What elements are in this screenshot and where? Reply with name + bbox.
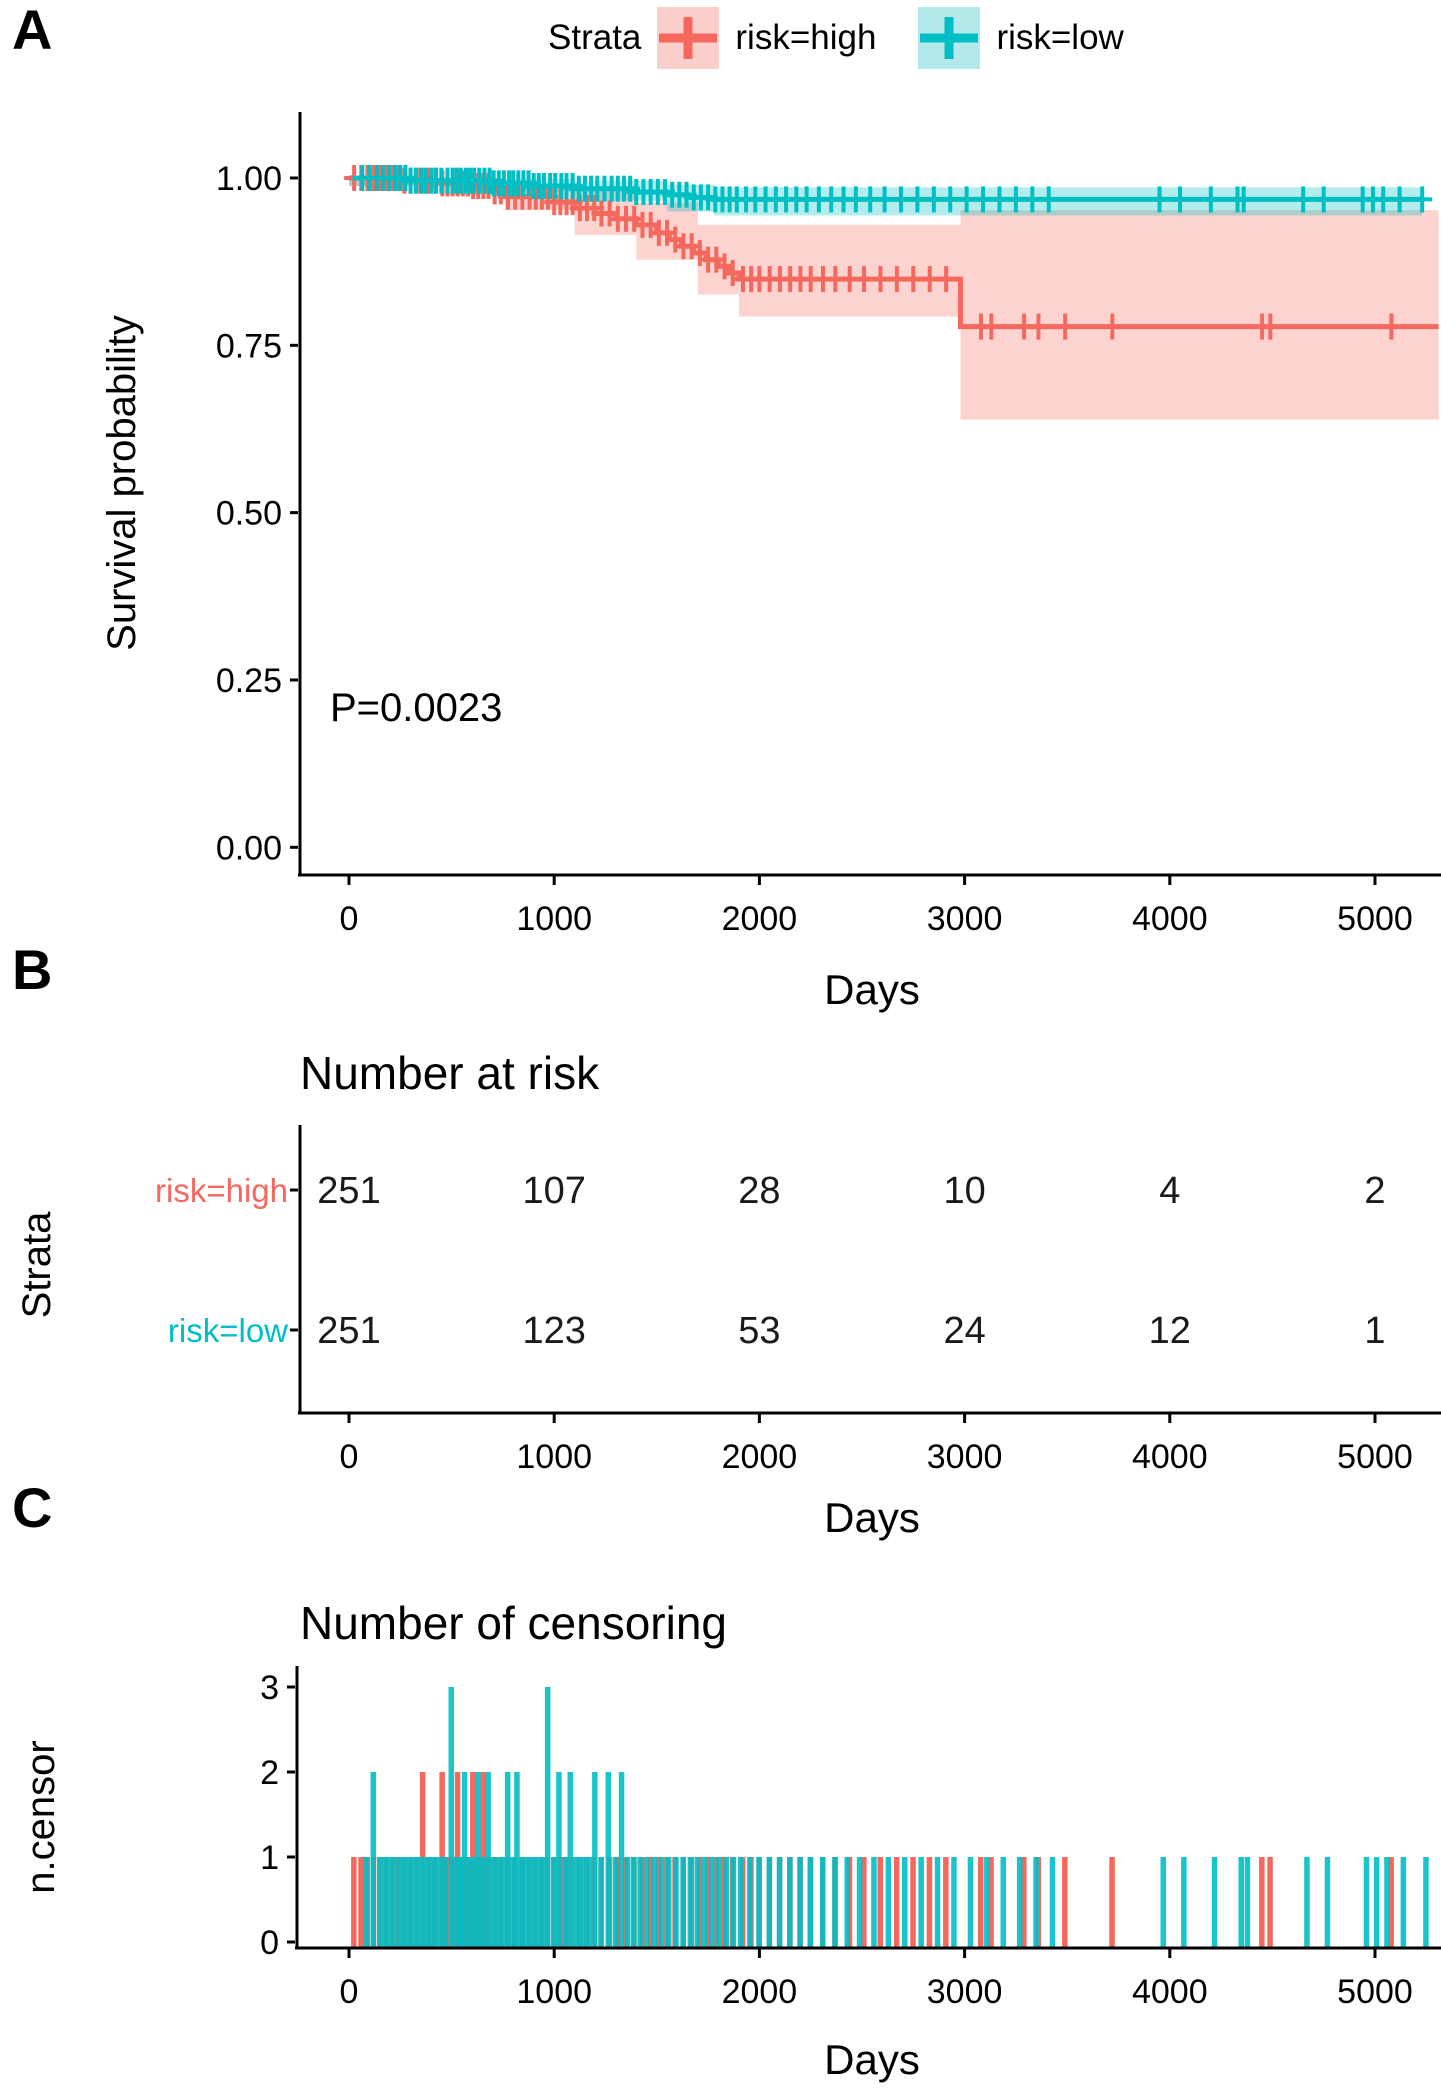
risk-table-value: 12 (1149, 1310, 1191, 1352)
censor-marks-low (352, 165, 1433, 213)
risk-table-value: 107 (522, 1170, 585, 1212)
risk-table-value: 4 (1159, 1170, 1180, 1212)
x-tick-label-b: 1000 (516, 1438, 592, 1476)
risk-table-row-label: risk=high (155, 1172, 288, 1209)
x-tick-label-c: 4000 (1132, 1973, 1208, 2011)
x-axis-label-days-b: Days (824, 1494, 920, 1541)
y-tick-label-c: 2 (260, 1754, 279, 1792)
risk-table-row-label: risk=low (168, 1312, 288, 1349)
legend-label-risk-high: risk=high (735, 18, 877, 57)
risk-high-key (657, 7, 720, 69)
risk-table-title: Number at risk (300, 1047, 600, 1099)
y-tick-label-a: 0.50 (216, 495, 282, 533)
x-tick-label-a: 5000 (1337, 900, 1413, 938)
censor-bars-low (363, 1687, 1429, 1947)
x-axis-label-days-c: Days (824, 2036, 920, 2083)
censor-plus-icon (659, 17, 718, 59)
x-tick-label-b: 5000 (1337, 1438, 1413, 1476)
risk-table-value: 53 (738, 1310, 780, 1352)
y-tick-label-c: 3 (260, 1669, 279, 1707)
x-axis-label-days-a: Days (824, 966, 920, 1013)
legend-title: Strata (548, 18, 642, 57)
panel-c-axes: 0 1 2 3 0 1000 2000 3000 4000 5000 (260, 1666, 1441, 2011)
risk-table-value: 251 (317, 1310, 380, 1352)
y-tick-label-c: 0 (260, 1924, 279, 1962)
y-axis-label-strata: Strata (15, 1211, 59, 1319)
y-axis-label-ncensor: n.censor (19, 1740, 63, 1894)
risk-table-value: 24 (943, 1310, 985, 1352)
risk-table-value: 28 (738, 1170, 780, 1212)
risk-table-value: 2 (1364, 1170, 1385, 1212)
risk-table-value: 251 (317, 1170, 380, 1212)
risk-table-value: 10 (943, 1170, 985, 1212)
x-tick-label-c: 3000 (927, 1973, 1003, 2011)
x-tick-label-a: 1000 (516, 900, 592, 938)
strata-legend: Strata risk=high risk=low (548, 6, 1124, 70)
censor-plot-title: Number of censoring (300, 1597, 727, 1649)
km-plot (344, 165, 1439, 420)
y-axis-label-survival: Survival probability (100, 315, 144, 651)
x-tick-label-a: 3000 (927, 900, 1003, 938)
risk-low-key (918, 7, 981, 69)
pvalue-annotation: P=0.0023 (330, 686, 503, 730)
x-tick-label-b: 3000 (927, 1438, 1003, 1476)
x-tick-label-a: 2000 (722, 900, 798, 938)
panel-c-letter: C (12, 1476, 53, 1539)
x-tick-label-c: 5000 (1337, 1973, 1413, 2011)
confidence-band-high (349, 178, 1439, 420)
x-tick-label-a: 0 (340, 900, 359, 938)
x-tick-label-c: 2000 (722, 1973, 798, 2011)
panel-a-axes: 0.00 0.25 0.50 0.75 1.00 0 1000 2000 3000 4000 500… (216, 112, 1441, 938)
risk-table-value: 1 (1364, 1310, 1385, 1352)
censor-bar-plot (351, 1687, 1429, 1947)
y-tick-label-a: 0.75 (216, 327, 282, 365)
x-tick-label-a: 4000 (1132, 900, 1208, 938)
x-tick-label-c: 1000 (516, 1973, 592, 2011)
y-tick-label-a: 1.00 (216, 160, 282, 198)
risk-table-value: 123 (522, 1310, 585, 1352)
y-tick-label-c: 1 (260, 1839, 279, 1877)
censor-plus-icon (920, 17, 979, 59)
panel-b-letter: B (12, 938, 53, 1001)
panel-a-letter: A (12, 0, 53, 61)
y-tick-label-a: 0.25 (216, 662, 282, 700)
x-tick-label-b: 2000 (722, 1438, 798, 1476)
x-tick-label-c: 0 (340, 1973, 359, 2011)
y-tick-label-a: 0.00 (216, 829, 282, 867)
x-tick-label-b: 4000 (1132, 1438, 1208, 1476)
legend-label-risk-low: risk=low (996, 18, 1124, 57)
x-tick-label-b: 0 (340, 1438, 359, 1476)
